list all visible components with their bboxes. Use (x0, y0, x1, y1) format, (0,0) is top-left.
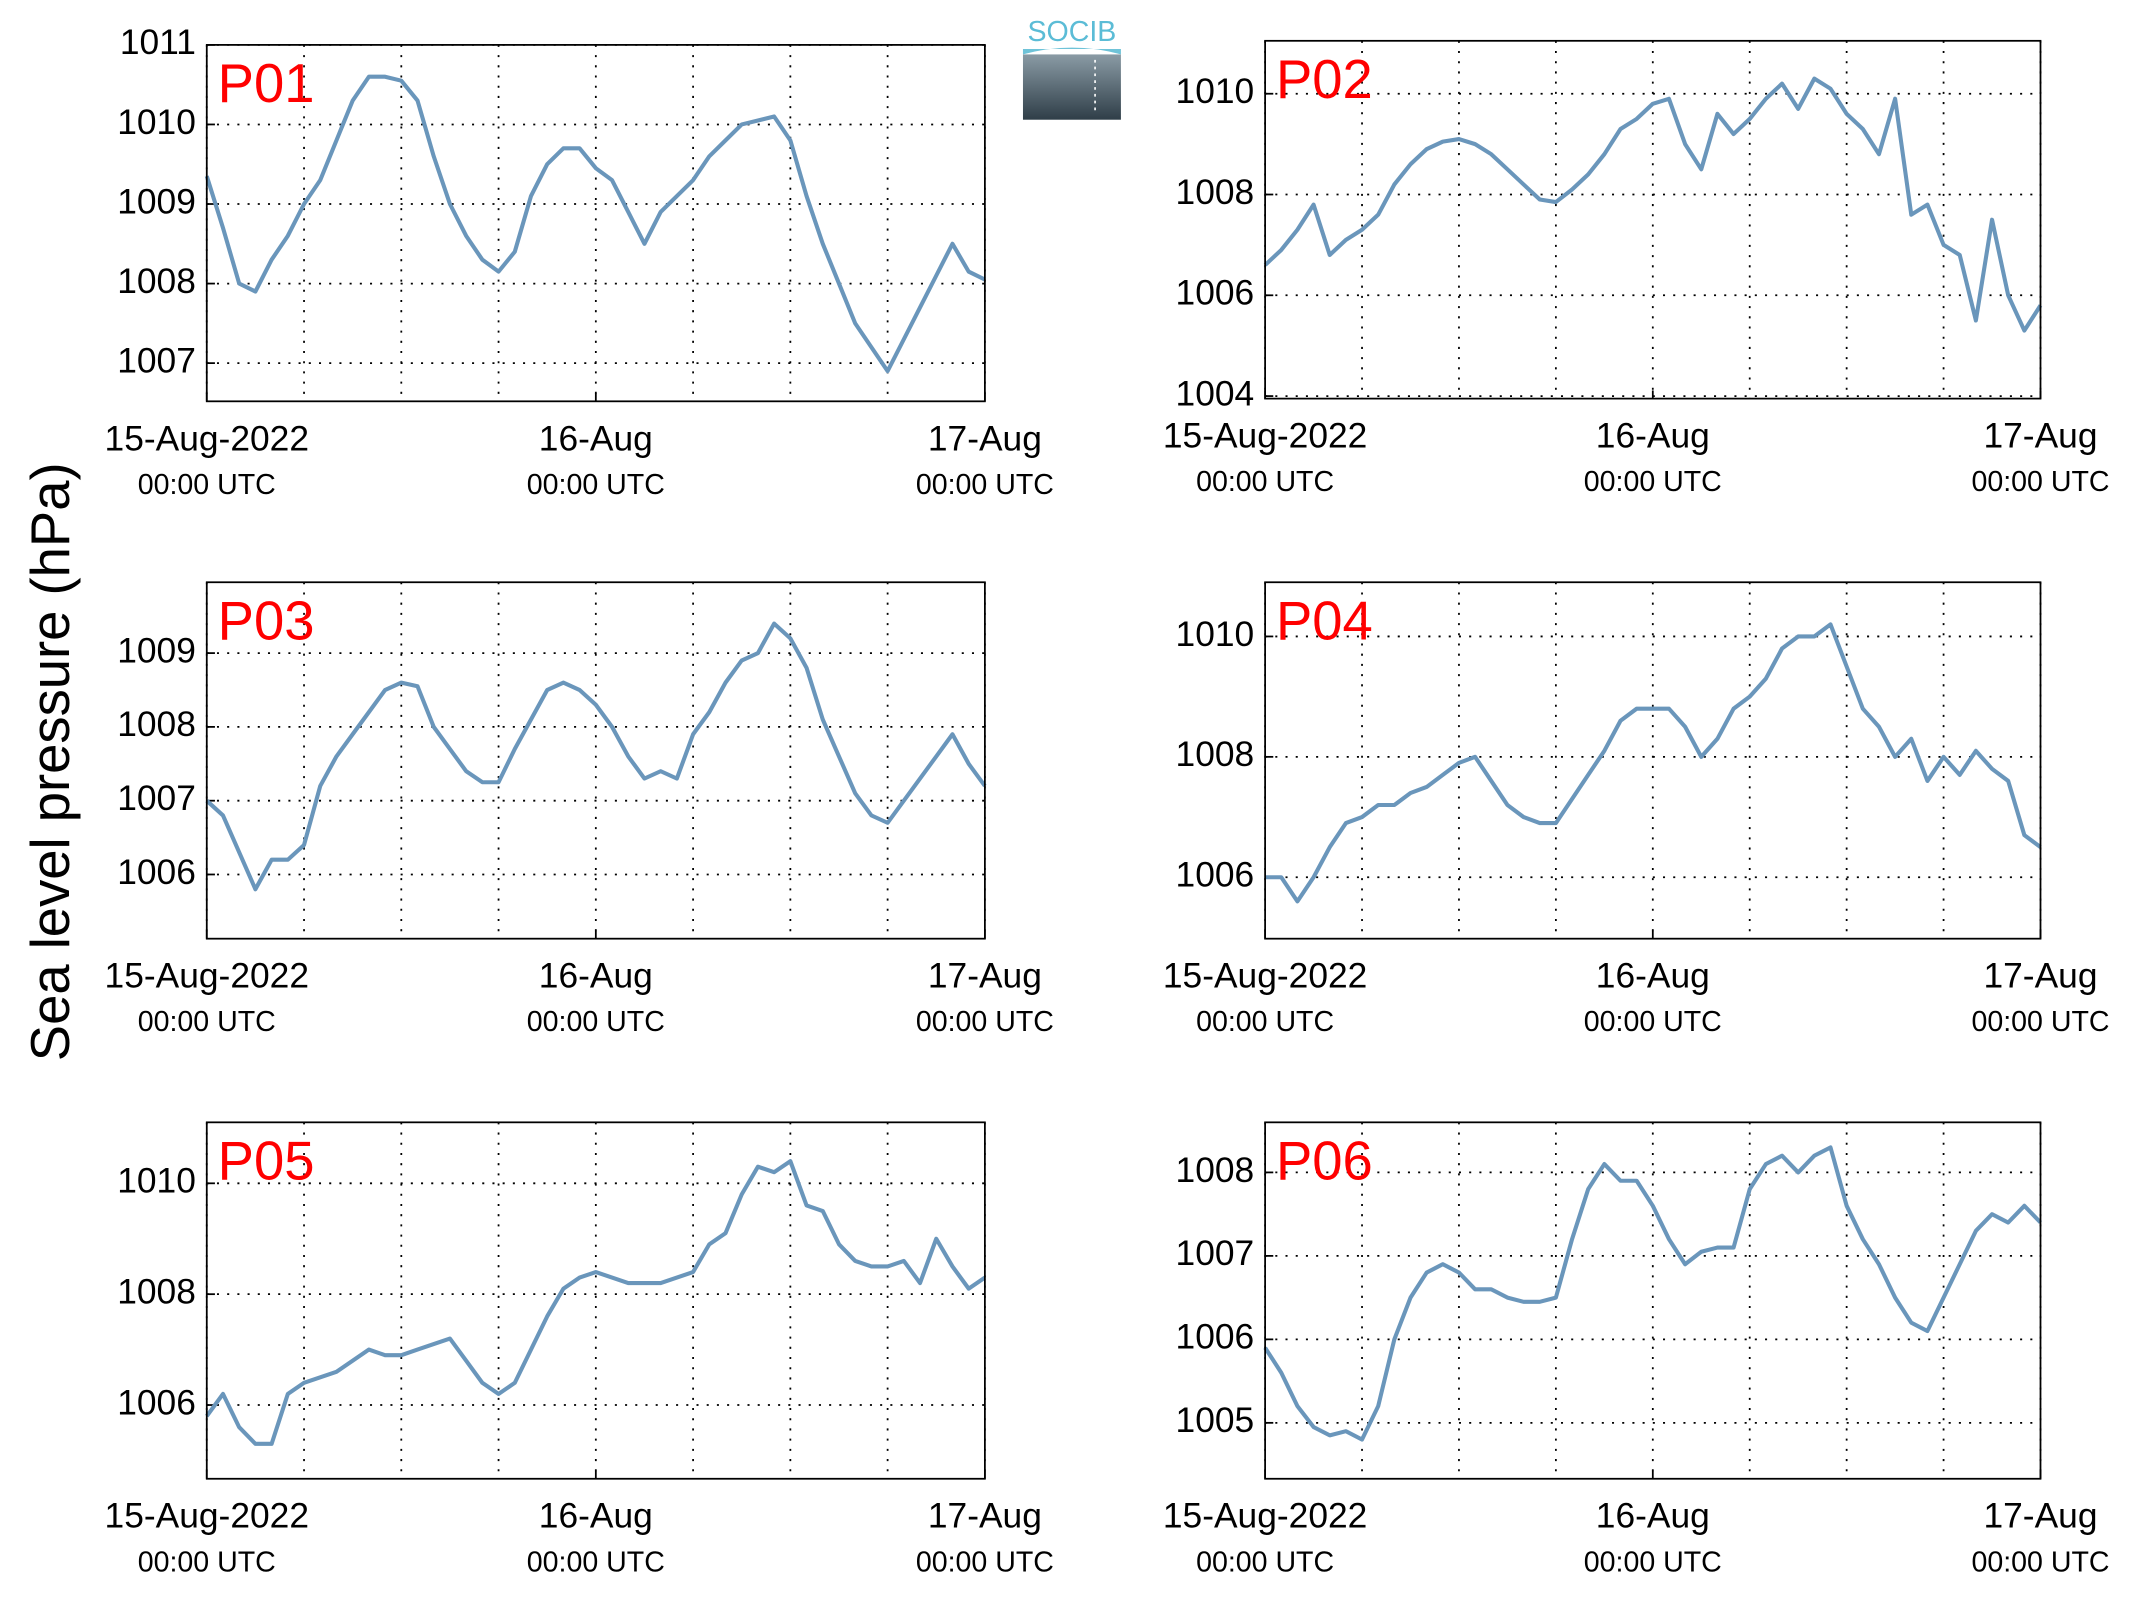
y-tick-label: 1007 (117, 779, 196, 818)
logo: SOCIB (1022, 16, 1121, 120)
x-tick-sublabel: 00:00 UTC (916, 1546, 1054, 1578)
panel: 1005 1006 1007 1008 15-Aug-2022 00:00 UTC 16-A… (1163, 1121, 2110, 1578)
panel-title: P01 (218, 53, 315, 114)
plot-area (1265, 40, 2041, 399)
y-tick-label: 1009 (117, 631, 196, 670)
y-tick-label: 1007 (117, 341, 196, 380)
panel: 1007 1008 1009 1010 1011 15-Aug-2022 00:00 UTC… (105, 23, 1054, 501)
panel: 1006 1007 1008 1009 15-Aug-2022 00:00 UTC 16-A… (105, 581, 1054, 1038)
x-tick-sublabel: 00:00 UTC (138, 469, 276, 501)
x-tick-label: 16-Aug (1596, 1497, 1710, 1536)
plot-frame (1264, 581, 2042, 940)
x-tick-sublabel: 00:00 UTC (1196, 1546, 1334, 1578)
panel-title: P02 (1276, 49, 1373, 110)
logo-text: SOCIB (1028, 16, 1117, 48)
y-tick-label: 1008 (117, 262, 196, 301)
panel-title: P03 (218, 590, 315, 651)
plot-frame (205, 44, 986, 403)
panel: 1006 1008 1010 15-Aug-2022 00:00 UTC 16-Aug 00… (1163, 581, 2110, 1038)
x-tick-label: 15-Aug-2022 (1163, 957, 1367, 996)
y-tick-label: 1009 (117, 182, 196, 221)
pressure-line (1263, 76, 2043, 333)
x-tick-label: 16-Aug (539, 957, 653, 996)
x-tick-sublabel: 00:00 UTC (1196, 1006, 1334, 1038)
x-tick-sublabel: 00:00 UTC (1971, 466, 2109, 498)
plot-frame (205, 1121, 986, 1480)
x-tick-label: 15-Aug-2022 (1163, 1497, 1367, 1536)
y-tick-label: 1010 (117, 103, 196, 142)
y-tick-label: 1008 (117, 705, 196, 744)
x-tick-sublabel: 00:00 UTC (138, 1006, 276, 1038)
x-tick-label: 17-Aug (1983, 1497, 2097, 1536)
x-tick-sublabel: 00:00 UTC (527, 469, 665, 501)
x-tick-sublabel: 00:00 UTC (527, 1006, 665, 1038)
y-tick-label: 1008 (117, 1273, 196, 1312)
y-tick-label: 1010 (117, 1162, 196, 1201)
panel: 1004 1006 1008 1010 15-Aug-2022 00:00 UTC 16-A… (1163, 39, 2110, 498)
x-tick-label: 16-Aug (539, 1497, 653, 1536)
y-tick-label: 1011 (120, 23, 196, 62)
x-tick-sublabel: 00:00 UTC (527, 1546, 665, 1578)
x-tick-label: 16-Aug (539, 419, 653, 458)
plot-frame (205, 581, 986, 940)
plot-area (1265, 1122, 2041, 1479)
x-tick-sublabel: 00:00 UTC (1584, 1006, 1722, 1038)
plot-area (206, 582, 985, 939)
x-tick-label: 17-Aug (928, 957, 1042, 996)
x-tick-label: 17-Aug (1983, 417, 2097, 456)
x-tick-sublabel: 00:00 UTC (1971, 1006, 2109, 1038)
x-tick-label: 15-Aug-2022 (105, 419, 309, 458)
y-tick-label: 1004 (1176, 374, 1255, 413)
y-tick-label: 1006 (1176, 1318, 1255, 1357)
y-tick-label: 1007 (1176, 1234, 1255, 1273)
y-tick-label: 1006 (1176, 274, 1255, 313)
panel-title: P05 (218, 1130, 315, 1191)
pressure-line (204, 74, 986, 374)
x-tick-sublabel: 00:00 UTC (916, 1006, 1054, 1038)
panel-title: P06 (1276, 1130, 1373, 1191)
y-tick-label: 1008 (1176, 173, 1255, 212)
logo-wave (1022, 47, 1121, 55)
y-tick-label: 1005 (1176, 1401, 1255, 1440)
plot-frame (1264, 1121, 2042, 1480)
y-tick-label: 1010 (1176, 72, 1255, 111)
logo-block (1022, 54, 1121, 120)
y-tick-label: 1006 (1176, 856, 1255, 895)
plot-area (206, 1122, 985, 1479)
x-tick-label: 15-Aug-2022 (105, 1497, 309, 1536)
y-tick-label: 1008 (1176, 735, 1255, 774)
x-tick-sublabel: 00:00 UTC (1584, 466, 1722, 498)
plot-area (206, 44, 985, 402)
x-tick-label: 17-Aug (1983, 957, 2097, 996)
x-tick-sublabel: 00:00 UTC (1196, 466, 1334, 498)
plot-frame (1264, 39, 2042, 400)
x-tick-label: 15-Aug-2022 (105, 957, 309, 996)
x-tick-label: 16-Aug (1596, 957, 1710, 996)
x-tick-label: 15-Aug-2022 (1163, 417, 1367, 456)
x-tick-label: 17-Aug (928, 1497, 1042, 1536)
x-tick-sublabel: 00:00 UTC (916, 469, 1054, 501)
panel: 1006 1008 1010 15-Aug-2022 00:00 UTC 16-Aug 00… (105, 1121, 1054, 1578)
x-tick-label: 16-Aug (1596, 417, 1710, 456)
pressure-line (205, 621, 987, 892)
panel-title: P04 (1276, 590, 1373, 651)
y-tick-label: 1008 (1176, 1151, 1255, 1190)
y-tick-label: 1006 (117, 1383, 196, 1422)
pressure-line (1263, 1145, 2042, 1442)
x-tick-label: 17-Aug (928, 419, 1042, 458)
x-tick-sublabel: 00:00 UTC (138, 1546, 276, 1578)
x-tick-sublabel: 00:00 UTC (1971, 1546, 2109, 1578)
pressure-line (1265, 622, 2042, 904)
y-axis-label: Sea level pressure (hPa) (20, 462, 81, 1061)
pressure-line (205, 1159, 987, 1446)
y-tick-label: 1006 (117, 853, 196, 892)
x-tick-sublabel: 00:00 UTC (1584, 1546, 1722, 1578)
y-tick-label: 1010 (1176, 615, 1255, 654)
